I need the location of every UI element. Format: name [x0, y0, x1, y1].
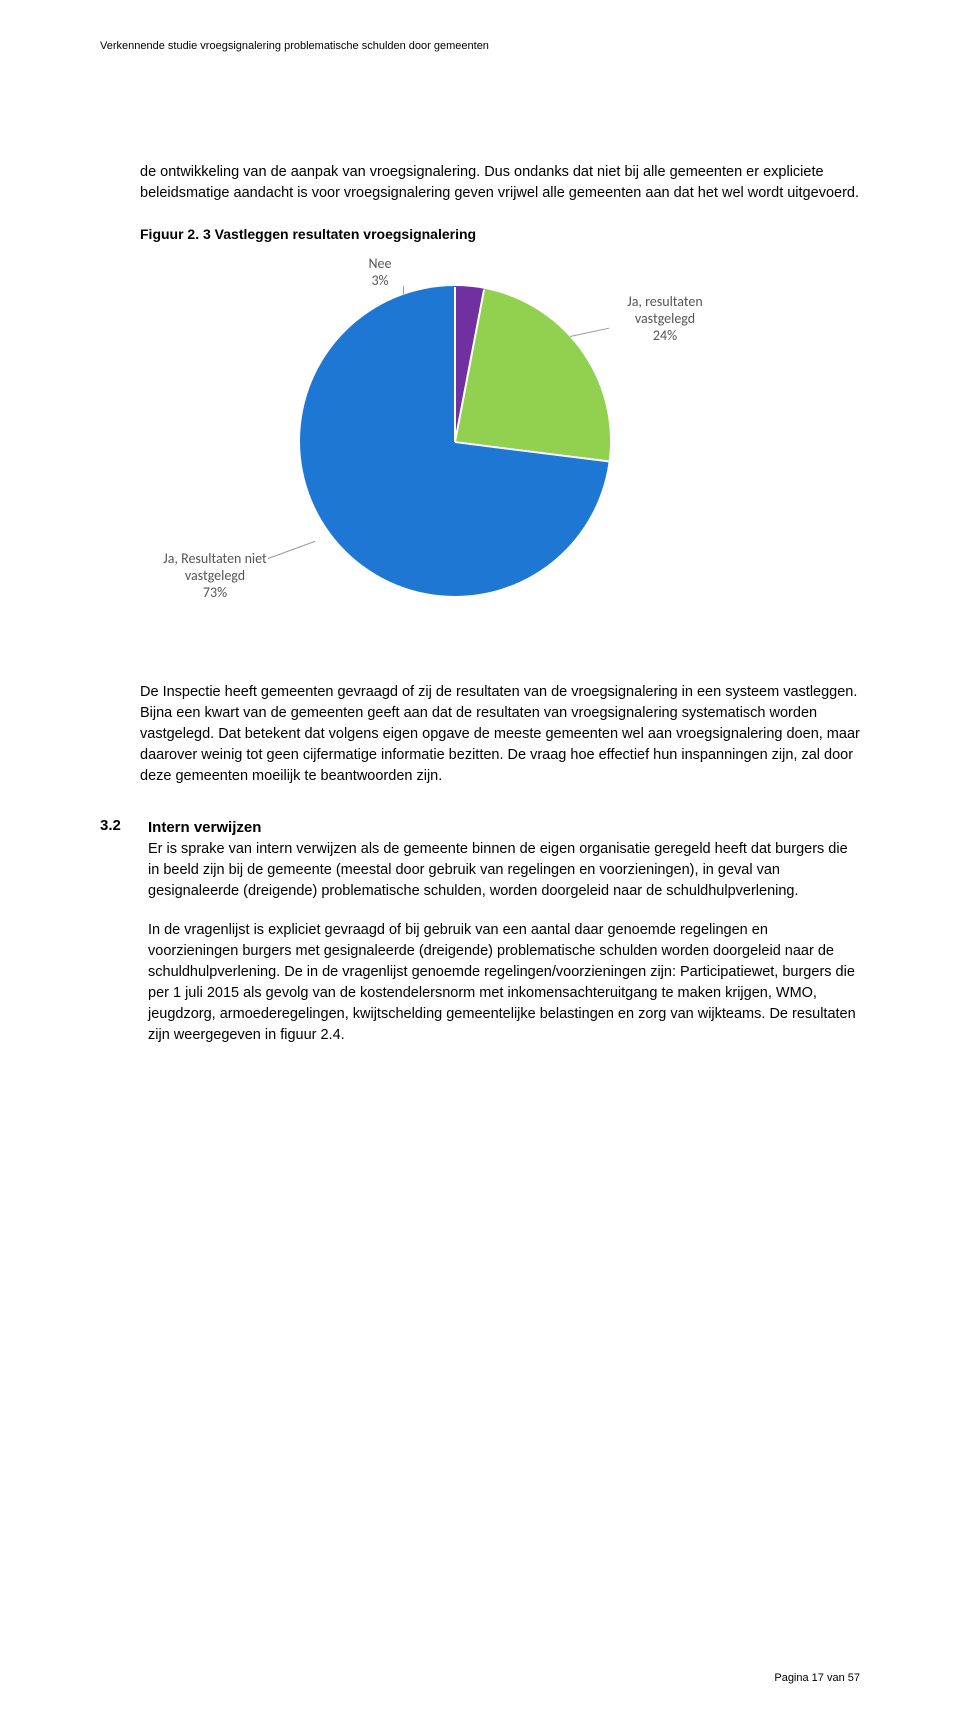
leader-line	[403, 286, 404, 294]
figure-followup-paragraph: De Inspectie heeft gemeenten gevraagd of…	[140, 682, 860, 787]
slice-label-ja-niet-vastgelegd: Ja, Resultaten niet vastgelegd 73%	[160, 551, 270, 601]
slice-label-nee: Nee 3%	[360, 256, 400, 290]
pie-graphic	[300, 286, 610, 596]
figure-caption: Figuur 2. 3 Vastleggen resultaten vroegs…	[140, 226, 860, 242]
running-header: Verkennende studie vroegsignalering prob…	[100, 40, 860, 52]
slice-label-text: Ja, Resultaten niet vastgelegd	[163, 550, 266, 584]
slice-label-pct: 3%	[360, 273, 400, 290]
page: Verkennende studie vroegsignalering prob…	[0, 0, 960, 1724]
section-para-1-text: Er is sprake van intern verwijzen als de…	[148, 841, 848, 899]
slice-label-pct: 73%	[160, 585, 270, 602]
section-number: 3.2	[100, 817, 130, 1046]
section-body: Intern verwijzen Er is sprake van intern…	[148, 817, 860, 1046]
intro-paragraph: de ontwikkeling van de aanpak van vroegs…	[140, 162, 860, 204]
section-para-2: In de vragenlijst is expliciet gevraagd …	[148, 920, 860, 1046]
page-footer: Pagina 17 van 57	[774, 1672, 860, 1684]
slice-label-text: Ja, resultaten vastgelegd	[627, 293, 703, 327]
section-title: Intern verwijzen	[148, 819, 261, 836]
section-3-2: 3.2 Intern verwijzen Er is sprake van in…	[100, 817, 860, 1046]
pie-chart: Nee 3% Ja, resultaten vastgelegd 24% Ja,…	[140, 256, 760, 656]
leader-line	[570, 328, 609, 337]
section-para-1: Intern verwijzen Er is sprake van intern…	[148, 817, 860, 902]
slice-label-ja-vastgelegd: Ja, resultaten vastgelegd 24%	[610, 294, 720, 344]
slice-label-text: Nee	[369, 255, 392, 272]
leader-line	[268, 541, 315, 559]
slice-label-pct: 24%	[610, 328, 720, 345]
